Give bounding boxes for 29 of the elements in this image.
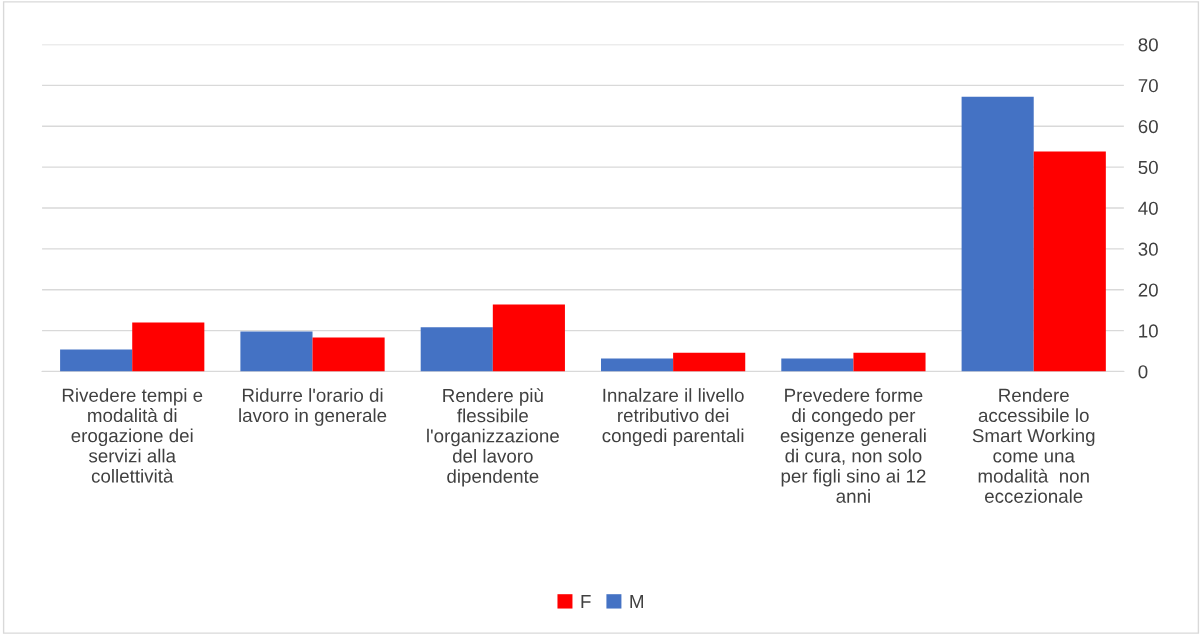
- bar: [601, 358, 674, 372]
- x-tick-label: Prevedere forme di congedo per esigenze generali di cura, non solo per figli sino ai 12 anni: [780, 388, 926, 503]
- bar: [312, 337, 385, 372]
- y-tick-label: 0: [1138, 365, 1148, 379]
- bar: [60, 349, 133, 372]
- x-tick-label: Ridurre l'orario di lavoro in generale: [239, 388, 387, 426]
- bar: [853, 352, 926, 372]
- bar: [492, 304, 565, 372]
- bar: [132, 322, 205, 372]
- y-tick-label: 60: [1138, 119, 1158, 134]
- bar: [1033, 151, 1106, 372]
- legend-label: M: [630, 594, 643, 608]
- x-tick-label: Rivedere tempi e modalità di erogazione dei servizi alla collettività: [62, 388, 203, 483]
- bar: [673, 352, 746, 372]
- bar: [781, 358, 854, 372]
- y-tick-label: 70: [1138, 79, 1158, 93]
- x-tick-label: Innalzare il livello retributivo dei congedi parentali: [602, 388, 744, 447]
- y-tick-label: 80: [1138, 38, 1158, 52]
- bar: [240, 331, 313, 372]
- y-tick-label: 10: [1139, 324, 1158, 338]
- y-tick-label: 50: [1138, 160, 1158, 175]
- x-tick-label: Rendere accessibile lo Smart Working come una modalità non eccezionale: [972, 388, 1095, 503]
- y-tick-label: 30: [1138, 242, 1158, 256]
- y-tick-label: 40: [1138, 201, 1158, 215]
- bar: [420, 327, 493, 372]
- bar: [961, 96, 1034, 372]
- x-tick-label: Rendere più flessibile l'organizzazione del lavoro dipendente: [427, 388, 559, 487]
- legend-label: F: [581, 594, 591, 608]
- y-tick-label: 20: [1138, 283, 1158, 297]
